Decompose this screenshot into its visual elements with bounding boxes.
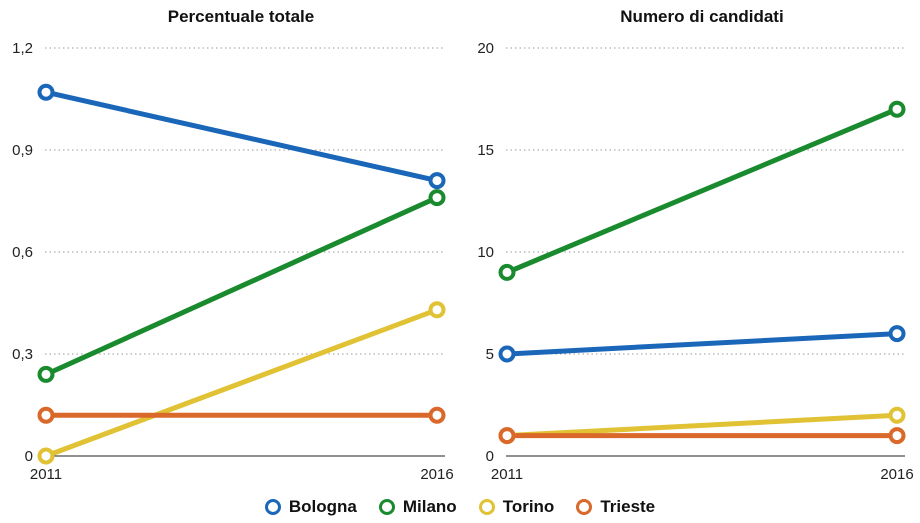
y-tick-label: 0 <box>486 448 494 465</box>
legend-marker-icon <box>576 499 593 515</box>
legend-item-trieste: Trieste <box>576 497 655 517</box>
chart-title: Numero di candidati <box>620 7 783 26</box>
legend-label: Milano <box>402 497 457 516</box>
data-point-trieste <box>428 406 446 424</box>
data-point-trieste <box>498 427 516 445</box>
legend-item-bologna: Bologna <box>264 497 357 517</box>
chart-panel-2: Numero di candidati 0 5 10 15 20 2011 2016 <box>477 7 913 483</box>
data-point-torino <box>888 406 906 424</box>
y-tick-label: 0,6 <box>12 244 33 261</box>
data-point-bologna <box>37 83 55 101</box>
legend-item-torino: Torino <box>478 497 555 517</box>
y-tick-label: 20 <box>477 40 494 57</box>
legend-label: Torino <box>502 497 555 516</box>
y-tick-label: 15 <box>477 142 494 159</box>
series-line-milano <box>504 106 900 275</box>
y-tick-label: 0,3 <box>12 346 33 363</box>
data-point-milano <box>428 189 446 207</box>
legend-marker-icon <box>378 499 395 515</box>
x-tick-label: 2016 <box>880 466 913 483</box>
y-tick-label: 0,9 <box>12 142 33 159</box>
data-point-bologna <box>888 325 906 343</box>
x-tick-label: 2011 <box>491 466 523 483</box>
series-line-bologna <box>43 89 440 184</box>
legend-label: Bologna <box>288 497 357 516</box>
y-tick-label: 0 <box>25 448 33 465</box>
data-point-trieste <box>888 427 906 445</box>
chart-title: Percentuale totale <box>168 7 314 26</box>
data-point-milano <box>888 100 906 118</box>
x-tick-label: 2011 <box>30 466 62 483</box>
legend: Bologna Milano Torino Trieste <box>0 492 920 522</box>
data-point-trieste <box>37 406 55 424</box>
legend-item-milano: Milano <box>378 497 457 517</box>
y-tick-label: 10 <box>477 244 494 261</box>
y-tick-label: 1,2 <box>12 40 33 57</box>
data-point-milano <box>37 365 55 383</box>
legend-label: Trieste <box>600 497 656 516</box>
chart-panel-1: Percentuale totale 0 0,3 0,6 0,9 1,2 2011 2016 <box>12 7 454 483</box>
series-line-torino <box>504 412 900 439</box>
series-line-bologna <box>504 331 900 357</box>
series-line-milano <box>43 195 440 377</box>
data-point-torino <box>37 447 55 465</box>
y-tick-label: 5 <box>486 346 494 363</box>
data-point-bologna <box>498 345 516 363</box>
data-point-bologna <box>428 172 446 190</box>
data-point-torino <box>428 301 446 319</box>
legend-marker-icon <box>264 499 281 515</box>
data-point-milano <box>498 263 516 281</box>
x-tick-label: 2016 <box>420 466 453 483</box>
series-line-torino <box>43 307 440 459</box>
legend-marker-icon <box>478 499 495 515</box>
